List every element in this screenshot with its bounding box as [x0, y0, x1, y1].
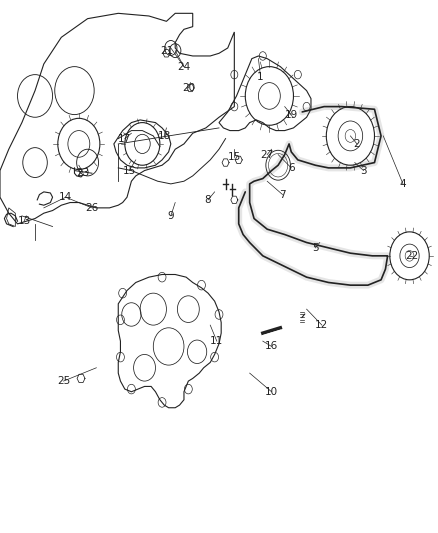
- Text: 17: 17: [118, 134, 131, 143]
- Text: 14: 14: [59, 192, 72, 202]
- Text: 26: 26: [85, 203, 99, 213]
- Text: 16: 16: [265, 342, 278, 351]
- Text: 10: 10: [265, 387, 278, 397]
- Text: 25: 25: [57, 376, 70, 386]
- Text: 8: 8: [205, 195, 212, 205]
- Text: 3: 3: [360, 166, 367, 175]
- Text: 20: 20: [182, 83, 195, 93]
- Text: 5: 5: [312, 243, 319, 253]
- Text: 2: 2: [353, 139, 360, 149]
- Text: 6: 6: [288, 163, 295, 173]
- Text: 27: 27: [261, 150, 274, 159]
- Text: 22: 22: [405, 251, 418, 261]
- Text: 12: 12: [315, 320, 328, 330]
- Text: 18: 18: [158, 131, 171, 141]
- Text: 4: 4: [399, 179, 406, 189]
- Text: 19: 19: [285, 110, 298, 119]
- Text: 9: 9: [167, 211, 174, 221]
- Text: 15: 15: [228, 152, 241, 162]
- Text: 1: 1: [257, 72, 264, 82]
- Text: 11: 11: [210, 336, 223, 346]
- Text: 13: 13: [18, 216, 31, 226]
- Text: 7: 7: [279, 190, 286, 199]
- Text: 15: 15: [123, 166, 136, 175]
- Text: 23: 23: [77, 168, 90, 178]
- Text: 21: 21: [160, 46, 173, 55]
- Text: 24: 24: [177, 62, 191, 71]
